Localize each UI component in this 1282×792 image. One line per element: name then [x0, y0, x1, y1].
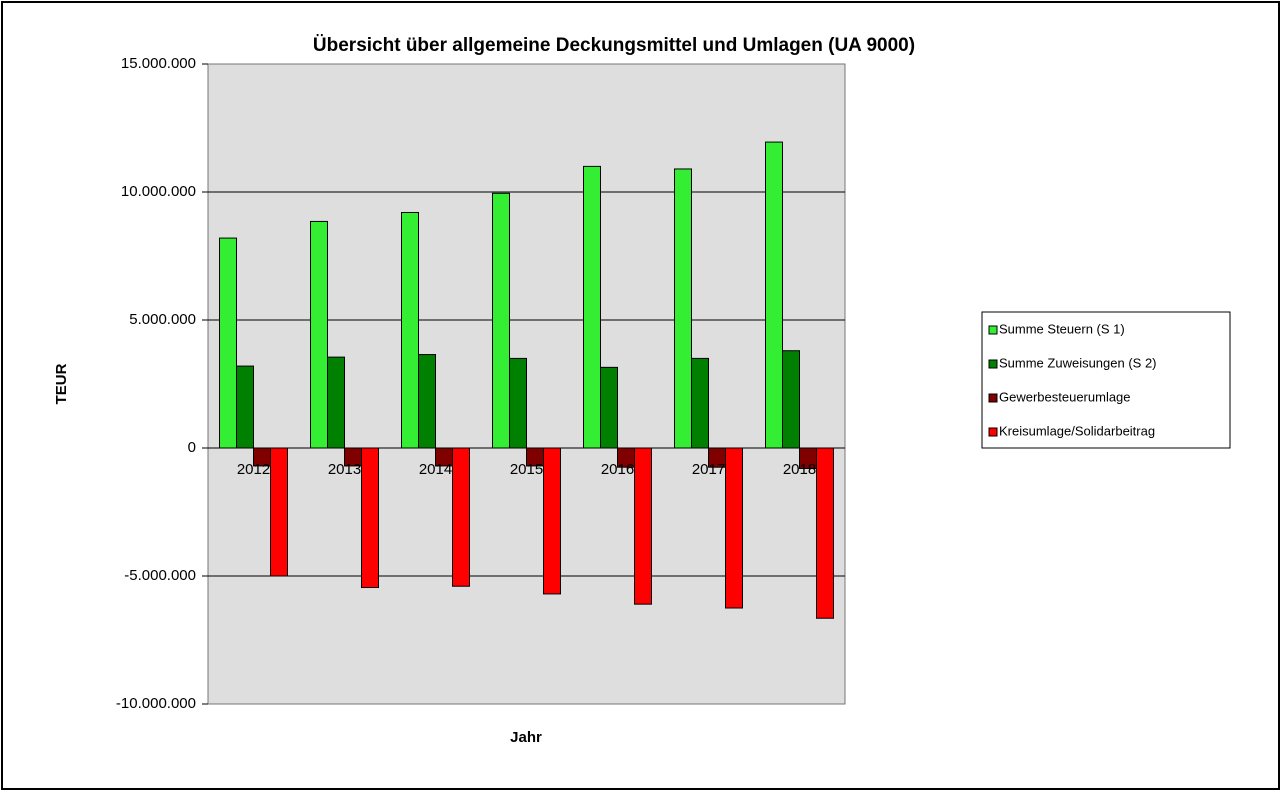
y-tick-label: 0: [188, 439, 196, 456]
bar: [270, 447, 288, 577]
y-tick-label: 15.000.000: [121, 55, 196, 72]
bar: [452, 447, 470, 587]
bar: [219, 237, 237, 449]
x-tick-label: 2015: [510, 461, 543, 478]
bar: [782, 350, 800, 449]
y-tick-label: 10.000.000: [121, 183, 196, 200]
bar: [816, 447, 834, 619]
bar: [634, 447, 652, 605]
x-axis-label: Jahr: [510, 729, 542, 746]
bar: [418, 354, 436, 449]
legend-swatch: [988, 325, 998, 335]
y-tick-label: -5.000.000: [124, 567, 196, 584]
x-tick-label: 2017: [692, 461, 725, 478]
bar: [327, 356, 345, 449]
legend-swatch: [988, 359, 998, 369]
chart-title: Übersicht über allgemeine Deckungsmittel…: [313, 35, 915, 56]
bar: [725, 447, 743, 609]
x-tick-label: 2018: [783, 461, 816, 478]
legend: [981, 311, 1231, 449]
legend-label: Summe Zuweisungen (S 2): [999, 355, 1157, 370]
x-tick-label: 2014: [419, 461, 452, 478]
y-axis-label: TEUR: [53, 363, 70, 404]
bar: [691, 357, 709, 449]
x-tick-label: 2016: [601, 461, 634, 478]
bar: [401, 211, 419, 449]
legend-swatch: [988, 427, 998, 437]
bar: [583, 165, 601, 449]
bar: [765, 141, 783, 449]
bar: [492, 192, 510, 449]
legend-label: Kreisumlage/Solidarbeitrag: [999, 423, 1155, 438]
bar: [236, 365, 254, 449]
x-tick-label: 2013: [328, 461, 361, 478]
bar: [509, 357, 527, 449]
y-tick-label: 5.000.000: [129, 311, 196, 328]
legend-label: Summe Steuern (S 1): [999, 321, 1125, 336]
legend-label: Gewerbesteuerumlage: [999, 389, 1131, 404]
legend-swatch: [988, 393, 998, 403]
bar: [674, 168, 692, 449]
bar: [361, 447, 379, 589]
y-tick-label: -10.000.000: [116, 695, 196, 712]
bar: [600, 366, 618, 449]
bar: [543, 447, 561, 595]
x-tick-label: 2012: [237, 461, 270, 478]
bar: [310, 220, 328, 449]
